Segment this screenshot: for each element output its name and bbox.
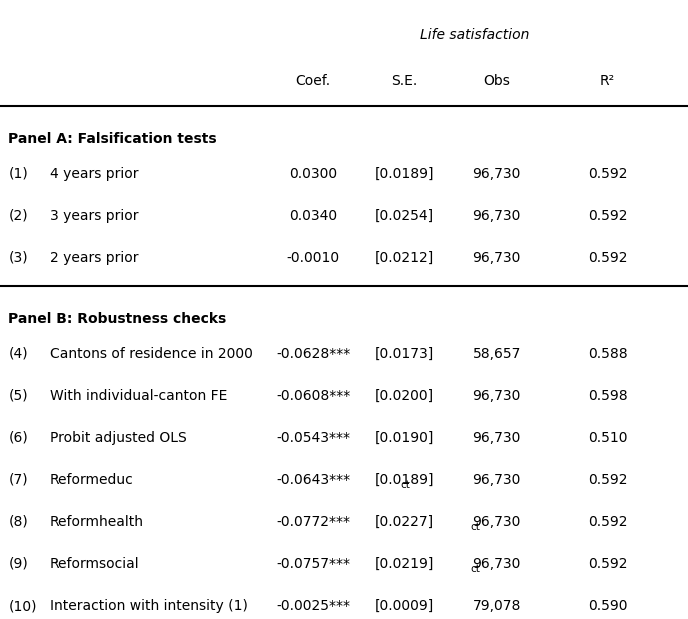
Text: 0.592: 0.592 <box>588 557 627 571</box>
Text: -0.0543***: -0.0543*** <box>276 431 350 444</box>
Text: ct: ct <box>471 565 480 574</box>
Text: Panel B: Robustness checks: Panel B: Robustness checks <box>8 313 226 326</box>
Text: ct: ct <box>471 522 480 532</box>
Text: R²: R² <box>600 74 615 89</box>
Text: [0.0190]: [0.0190] <box>375 431 434 444</box>
Text: 58,657: 58,657 <box>473 347 521 360</box>
Text: 96,730: 96,730 <box>473 389 521 402</box>
Text: Reformhealth: Reformhealth <box>50 515 144 529</box>
Text: (5): (5) <box>8 389 28 402</box>
Text: (3): (3) <box>8 251 28 265</box>
Text: Panel A: Falsification tests: Panel A: Falsification tests <box>8 132 217 147</box>
Text: Interaction with intensity (1): Interaction with intensity (1) <box>50 599 248 613</box>
Text: 79,078: 79,078 <box>473 599 521 613</box>
Text: With individual-canton FE: With individual-canton FE <box>50 389 227 402</box>
Text: (7): (7) <box>8 473 28 487</box>
Text: [0.0200]: [0.0200] <box>375 389 434 402</box>
Text: (1): (1) <box>8 167 28 181</box>
Text: -0.0643***: -0.0643*** <box>276 473 350 487</box>
Text: 0.592: 0.592 <box>588 167 627 181</box>
Text: (2): (2) <box>8 209 28 223</box>
Text: 96,730: 96,730 <box>473 209 521 223</box>
Text: [0.0219]: [0.0219] <box>375 557 434 571</box>
Text: 0.592: 0.592 <box>588 515 627 529</box>
Text: -0.0628***: -0.0628*** <box>276 347 350 360</box>
Text: 0.598: 0.598 <box>588 389 627 402</box>
Text: 96,730: 96,730 <box>473 167 521 181</box>
Text: (10): (10) <box>8 599 36 613</box>
Text: -0.0025***: -0.0025*** <box>276 599 350 613</box>
Text: Reformeduc: Reformeduc <box>50 473 133 487</box>
Text: [0.0189]: [0.0189] <box>375 473 434 487</box>
Text: [0.0227]: [0.0227] <box>375 515 434 529</box>
Text: 96,730: 96,730 <box>473 251 521 265</box>
Text: [0.0212]: [0.0212] <box>375 251 434 265</box>
Text: S.E.: S.E. <box>391 74 418 89</box>
Text: 96,730: 96,730 <box>473 515 521 529</box>
Text: 0.0300: 0.0300 <box>289 167 337 181</box>
Text: Obs: Obs <box>483 74 510 89</box>
Text: 4 years prior: 4 years prior <box>50 167 138 181</box>
Text: (9): (9) <box>8 557 28 571</box>
Text: 0.0340: 0.0340 <box>289 209 337 223</box>
Text: Cantons of residence in 2000: Cantons of residence in 2000 <box>50 347 252 360</box>
Text: -0.0757***: -0.0757*** <box>276 557 350 571</box>
Text: [0.0189]: [0.0189] <box>375 167 434 181</box>
Text: (8): (8) <box>8 515 28 529</box>
Text: [0.0173]: [0.0173] <box>375 347 434 360</box>
Text: 96,730: 96,730 <box>473 431 521 444</box>
Text: [0.0254]: [0.0254] <box>375 209 434 223</box>
Text: Coef.: Coef. <box>295 74 331 89</box>
Text: 0.510: 0.510 <box>588 431 627 444</box>
Text: ct: ct <box>400 480 410 490</box>
Text: 3 years prior: 3 years prior <box>50 209 138 223</box>
Text: 0.592: 0.592 <box>588 473 627 487</box>
Text: -0.0608***: -0.0608*** <box>276 389 350 402</box>
Text: 0.592: 0.592 <box>588 209 627 223</box>
Text: 0.590: 0.590 <box>588 599 627 613</box>
Text: (4): (4) <box>8 347 28 360</box>
Text: 0.588: 0.588 <box>588 347 627 360</box>
Text: (6): (6) <box>8 431 28 444</box>
Text: -0.0010: -0.0010 <box>286 251 340 265</box>
Text: [0.0009]: [0.0009] <box>375 599 434 613</box>
Text: Life satisfaction: Life satisfaction <box>420 28 529 42</box>
Text: 2 years prior: 2 years prior <box>50 251 138 265</box>
Text: 0.592: 0.592 <box>588 251 627 265</box>
Text: -0.0772***: -0.0772*** <box>276 515 350 529</box>
Text: 96,730: 96,730 <box>473 557 521 571</box>
Text: Reformsocial: Reformsocial <box>50 557 139 571</box>
Text: 96,730: 96,730 <box>473 473 521 487</box>
Text: Probit adjusted OLS: Probit adjusted OLS <box>50 431 186 444</box>
